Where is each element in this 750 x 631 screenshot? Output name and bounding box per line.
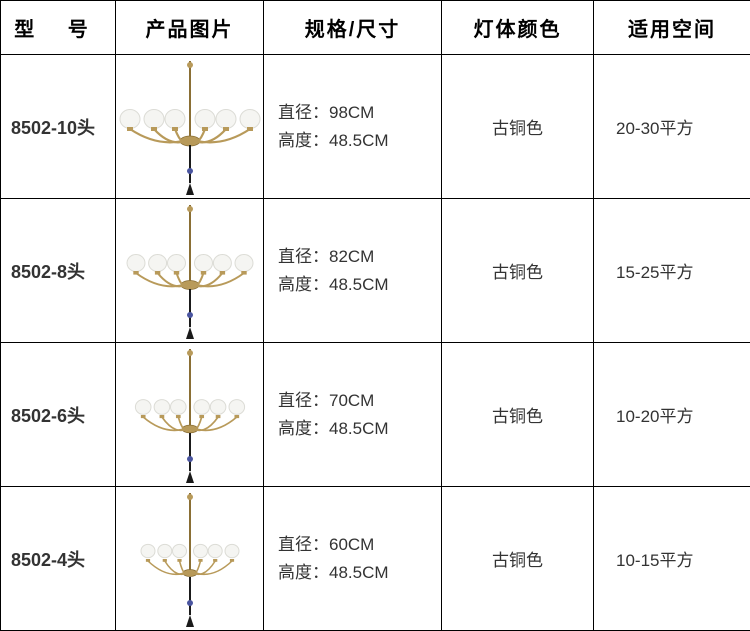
table-row: 8502-8头 直径：82CM 高度：48.5CM 古铜色 15-25平方: [1, 199, 750, 343]
cell-color: 古铜色: [442, 487, 594, 631]
cell-model: 8502-8头: [1, 199, 116, 343]
spec-height: 高度：48.5CM: [278, 415, 433, 442]
cell-room: 15-25平方: [594, 199, 750, 343]
product-spec-table: 型 号 产品图片 规格/尺寸 灯体颜色 适用空间 8502-10头 直径：98C…: [0, 0, 750, 631]
spec-diameter: 直径：70CM: [278, 387, 433, 414]
col-header-spec: 规格/尺寸: [264, 1, 442, 55]
spec-diameter: 直径：60CM: [278, 531, 433, 558]
cell-model: 8502-4头: [1, 487, 116, 631]
col-header-color: 灯体颜色: [442, 1, 594, 55]
table-row: 8502-10头 直径：98CM 高度：48.5CM 古铜色 20-30平方: [1, 55, 750, 199]
table-header-row: 型 号 产品图片 规格/尺寸 灯体颜色 适用空间: [1, 1, 750, 55]
cell-product-image: [116, 343, 264, 487]
spec-height: 高度：48.5CM: [278, 127, 433, 154]
cell-spec: 直径：82CM 高度：48.5CM: [264, 199, 442, 343]
col-header-room: 适用空间: [594, 1, 750, 55]
spec-diameter: 直径：98CM: [278, 99, 433, 126]
spec-diameter: 直径：82CM: [278, 243, 433, 270]
cell-spec: 直径：70CM 高度：48.5CM: [264, 343, 442, 487]
cell-spec: 直径：98CM 高度：48.5CM: [264, 55, 442, 199]
cell-model: 8502-6头: [1, 343, 116, 487]
cell-color: 古铜色: [442, 199, 594, 343]
cell-product-image: [116, 55, 264, 199]
cell-product-image: [116, 199, 264, 343]
cell-spec: 直径：60CM 高度：48.5CM: [264, 487, 442, 631]
col-header-model: 型 号: [1, 1, 116, 55]
cell-color: 古铜色: [442, 55, 594, 199]
cell-room: 10-20平方: [594, 343, 750, 487]
cell-color: 古铜色: [442, 343, 594, 487]
spec-height: 高度：48.5CM: [278, 271, 433, 298]
cell-product-image: [116, 487, 264, 631]
col-header-image: 产品图片: [116, 1, 264, 55]
table-row: 8502-6头 直径：70CM 高度：48.5CM 古铜色 10-20平方: [1, 343, 750, 487]
table-row: 8502-4头 直径：60CM 高度：48.5CM 古铜色 10-15平方: [1, 487, 750, 631]
cell-room: 20-30平方: [594, 55, 750, 199]
cell-room: 10-15平方: [594, 487, 750, 631]
spec-height: 高度：48.5CM: [278, 559, 433, 586]
cell-model: 8502-10头: [1, 55, 116, 199]
